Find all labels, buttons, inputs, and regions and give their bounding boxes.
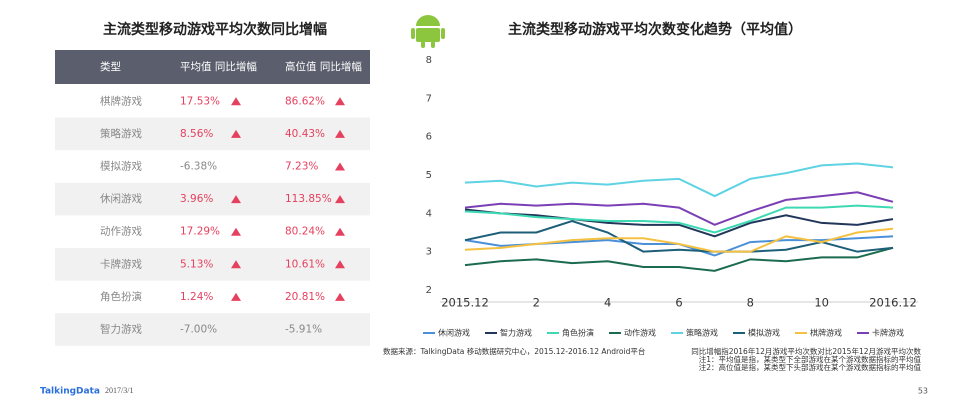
up-arrow xyxy=(231,195,241,204)
type-cell: 模拟游戏 xyxy=(100,160,142,173)
type-cell: 卡牌游戏 xyxy=(100,257,142,270)
y-tick-label: 8 xyxy=(426,55,432,66)
row-band xyxy=(55,248,370,281)
note: 注2：高位值是指，某类型下头部游戏在某个游戏数据指标的平均值 xyxy=(699,362,922,372)
brand: TalkingData xyxy=(40,387,100,397)
x-tick-label: 6 xyxy=(675,296,682,310)
value-cell: 20.81% xyxy=(285,291,325,303)
legend-label: 休闲游戏 xyxy=(438,328,470,338)
series-line xyxy=(464,204,894,234)
value-cell: 1.24% xyxy=(180,291,213,303)
y-tick-label: 4 xyxy=(426,208,432,219)
legend-label: 模拟游戏 xyxy=(748,328,780,338)
x-tick-label: 8 xyxy=(747,296,754,310)
value-cell: 80.24% xyxy=(285,226,325,238)
value-cell: 10.61% xyxy=(285,258,325,270)
type-cell: 休闲游戏 xyxy=(100,192,142,205)
x-tick-label: 2016.12 xyxy=(869,296,917,310)
table-header xyxy=(55,50,370,84)
up-arrow xyxy=(335,195,345,204)
x-tick-label: 10 xyxy=(814,296,829,310)
series-line xyxy=(464,191,894,226)
up-arrow xyxy=(335,97,345,106)
series-line xyxy=(464,227,894,253)
value-cell: 86.62% xyxy=(285,95,325,107)
legend-label: 策略游戏 xyxy=(686,328,718,338)
y-tick-label: 5 xyxy=(426,170,432,181)
value-cell: 40.43% xyxy=(285,128,325,140)
row-band xyxy=(55,182,370,216)
up-arrow xyxy=(335,292,345,301)
value-cell: 17.53% xyxy=(180,95,220,107)
chart-title: 主流类型移动游戏平均次数变化趋势（平均值） xyxy=(508,21,802,38)
header-cell: 类型 xyxy=(100,60,121,73)
legend-label: 角色扮演 xyxy=(562,328,594,338)
android-icon xyxy=(411,15,445,48)
up-arrow xyxy=(231,227,241,236)
legend-label: 卡牌游戏 xyxy=(872,328,904,338)
value-cell: 5.13% xyxy=(180,258,213,270)
note: 同比增幅指2016年12月游戏平均次数对比2015年12月游戏平均次数 xyxy=(691,346,921,356)
up-arrow xyxy=(231,97,241,106)
x-tick-label: 2 xyxy=(533,296,540,310)
type-cell: 角色扮演 xyxy=(100,290,142,303)
type-cell: 动作游戏 xyxy=(100,225,142,238)
value-cell: 17.29% xyxy=(180,226,220,238)
up-arrow xyxy=(231,260,241,269)
y-tick-label: 3 xyxy=(426,247,432,258)
type-cell: 棋牌游戏 xyxy=(100,94,142,107)
header-cell: 平均值 同比增幅 xyxy=(180,60,257,73)
value-cell: 3.96% xyxy=(180,193,213,205)
x-tick-label: 2015.12 xyxy=(441,296,489,310)
up-arrow xyxy=(335,162,345,171)
type-cell: 策略游戏 xyxy=(100,127,142,140)
y-tick-label: 6 xyxy=(426,132,432,143)
legend-label: 动作游戏 xyxy=(624,328,656,338)
y-tick-label: 7 xyxy=(426,93,432,104)
legend-label: 智力游戏 xyxy=(500,328,532,338)
header-cell: 高位值 同比增幅 xyxy=(285,60,362,73)
date: 2017/3/1 xyxy=(105,386,133,395)
y-tick-label: 2 xyxy=(426,285,432,296)
source: 数据来源：TalkingData 移动数据研究中心，2015.12-2016.1… xyxy=(383,346,645,356)
x-tick-label: 4 xyxy=(604,296,611,310)
series-line xyxy=(464,162,894,198)
legend-label: 棋牌游戏 xyxy=(810,328,842,338)
series-line xyxy=(464,246,894,272)
up-arrow xyxy=(231,292,241,301)
table-title: 主流类型移动游戏平均次数同比增幅 xyxy=(103,21,327,38)
value-cell: 8.56% xyxy=(180,128,213,140)
value-cell: 113.85% xyxy=(285,193,332,205)
up-arrow xyxy=(231,129,241,138)
up-arrow xyxy=(335,260,345,269)
row-band xyxy=(55,117,370,151)
value-cell: -5.91% xyxy=(285,324,322,336)
type-cell: 智力游戏 xyxy=(100,323,142,336)
value-cell: -6.38% xyxy=(180,161,217,173)
page-number: 53 xyxy=(918,387,928,396)
value-cell: -7.00% xyxy=(180,324,217,336)
row-band xyxy=(55,313,370,346)
series-line xyxy=(464,208,894,238)
up-arrow xyxy=(335,227,345,236)
note: 注1：平均值是指，某类型下全部游戏在某个游戏数据指标的平均值 xyxy=(699,354,922,364)
value-cell: 7.23% xyxy=(285,161,318,173)
up-arrow xyxy=(335,129,345,138)
